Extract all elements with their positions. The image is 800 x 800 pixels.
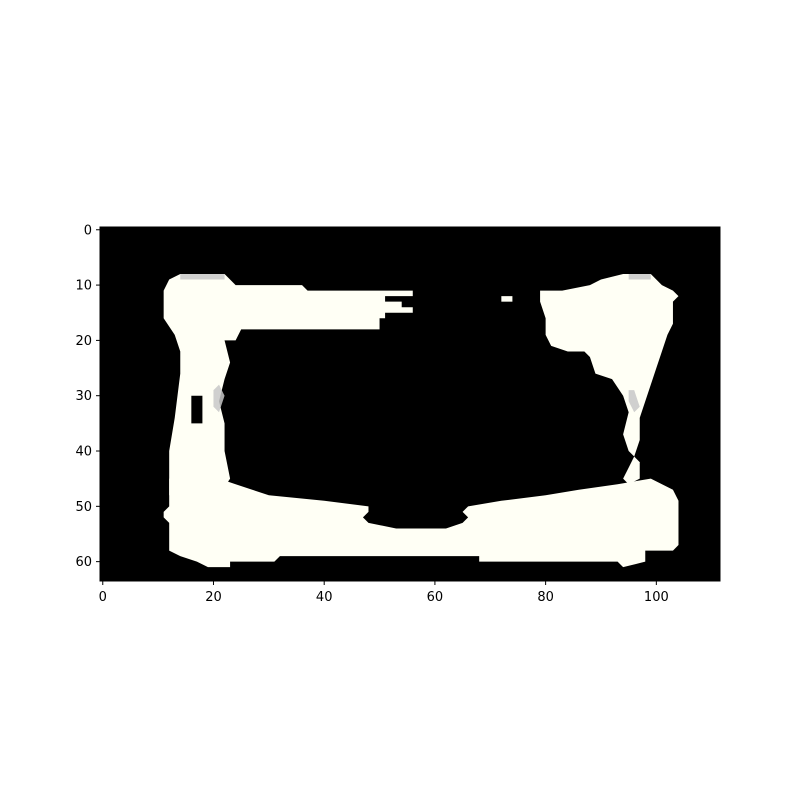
x-tick-label: 60 bbox=[427, 590, 444, 605]
x-tick-label: 100 bbox=[644, 590, 669, 605]
region-top-right-blob bbox=[540, 274, 679, 457]
shade-top-left-cap bbox=[180, 274, 225, 280]
y-tick-label: 50 bbox=[75, 500, 92, 515]
x-tick-label: 0 bbox=[99, 590, 107, 605]
region-right-pillar-connector bbox=[623, 456, 640, 485]
x-tick-label: 20 bbox=[205, 590, 222, 605]
y-tick-label: 40 bbox=[75, 445, 92, 460]
x-tick-label: 80 bbox=[537, 590, 554, 605]
shade-right-inner-shade bbox=[628, 390, 640, 413]
region-bottom-bar bbox=[163, 478, 679, 568]
region-stray-speck bbox=[501, 296, 513, 302]
y-tick-label: 60 bbox=[75, 555, 92, 570]
x-axis: 0 20 40 60 80 100 bbox=[99, 581, 669, 605]
y-tick-label: 10 bbox=[75, 279, 92, 294]
plot-frame bbox=[99, 226, 721, 582]
hole-left-pillar-slot bbox=[191, 395, 203, 424]
region-top-left-bar bbox=[163, 274, 413, 346]
shade-left-inner-shade bbox=[213, 384, 225, 413]
x-tick-label: 40 bbox=[316, 590, 333, 605]
y-tick-label: 20 bbox=[75, 334, 92, 349]
y-tick-label: 30 bbox=[75, 389, 92, 404]
y-tick-label: 0 bbox=[84, 223, 92, 238]
shade-top-right-cap bbox=[628, 274, 651, 280]
y-axis: 0 10 20 30 40 50 60 bbox=[75, 223, 100, 570]
image-regions bbox=[163, 274, 679, 568]
